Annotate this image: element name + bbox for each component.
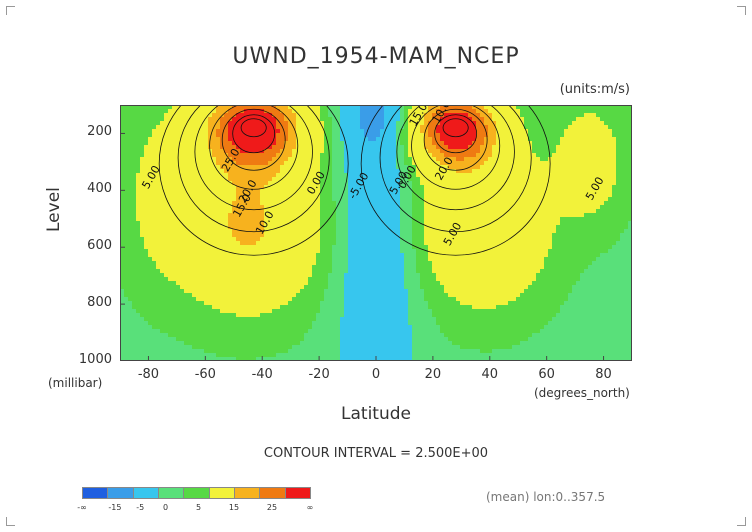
colorbar-swatch (132, 487, 159, 499)
colorbar-swatch (82, 487, 109, 499)
colorbar-label: 25 (266, 503, 278, 512)
crop-mark-bottom-left (6, 517, 15, 526)
x-tick-label: 40 (481, 367, 499, 382)
crop-mark-top-left (6, 6, 15, 15)
contour-line (379, 105, 532, 233)
colorbar-label: ∞ (306, 503, 314, 512)
colorbar-swatch (234, 487, 261, 499)
colorbar-swatch (259, 487, 286, 499)
crop-mark-bottom-right (737, 517, 746, 526)
x-tick-label: 60 (538, 367, 555, 382)
contour-lines (158, 105, 551, 256)
contour-line (194, 105, 313, 211)
colorbar-label: 5 (195, 503, 202, 512)
shaded-field (120, 105, 632, 361)
colorbar-swatch (208, 487, 235, 499)
colorbar-label: -5 (136, 503, 145, 512)
colorbar-label: -15 (108, 503, 122, 512)
contour-interval-text: CONTOUR INTERVAL = 2.500E+00 (263, 446, 489, 461)
footer-note: (mean) lon:0..357.5 (486, 490, 606, 504)
contour-line (240, 118, 267, 138)
y-axis-unit: (millibar) (48, 376, 103, 390)
colorbar-swatch (284, 487, 311, 499)
x-axis-label: Latitude (341, 404, 411, 424)
y-tick-label: 600 (87, 238, 112, 254)
contour-line (423, 108, 488, 171)
y-tick-label: 400 (87, 181, 112, 197)
contour-line (360, 105, 551, 256)
plot-area: 5.00 10.0 15.0 20.0 25.0 0.00 -5.00 5.00 0.00 10.… (120, 105, 632, 361)
x-tick-label: 80 (595, 367, 612, 382)
contour-line (396, 105, 515, 211)
colorbar-label: -∞ (77, 503, 87, 512)
contour-line (434, 114, 478, 154)
colorbar-label: 15 (228, 503, 240, 512)
contour-line (158, 105, 349, 256)
colorbar-label: 0 (163, 503, 169, 512)
x-axis-unit: (degrees_north) (534, 386, 630, 400)
chart-title: UWND_1954-MAM_NCEP (232, 44, 520, 69)
contour-line (177, 105, 330, 233)
contour-line (442, 118, 469, 138)
x-tick-label: -60 (194, 367, 216, 382)
x-tick-label: 20 (424, 367, 442, 382)
units-label: (units:m/s) (559, 82, 630, 97)
y-tick-label: 200 (87, 124, 112, 140)
crop-mark-top-right (737, 6, 746, 15)
x-tick-label: -40 (251, 367, 273, 382)
x-tick-label: -80 (137, 367, 160, 382)
colorbar-swatch (183, 487, 210, 499)
contour-line (232, 114, 276, 154)
colorbar-swatch (107, 487, 134, 499)
x-tick-label: -20 (308, 367, 330, 382)
y-tick-label: 1000 (78, 352, 112, 367)
y-axis-label: Level (44, 187, 64, 232)
contour-line (411, 105, 501, 190)
contour-line (209, 105, 299, 190)
contour-line (221, 108, 286, 171)
colorbar-swatch (158, 487, 185, 499)
x-tick-label: 0 (371, 367, 381, 382)
y-tick-label: 800 (87, 295, 112, 311)
